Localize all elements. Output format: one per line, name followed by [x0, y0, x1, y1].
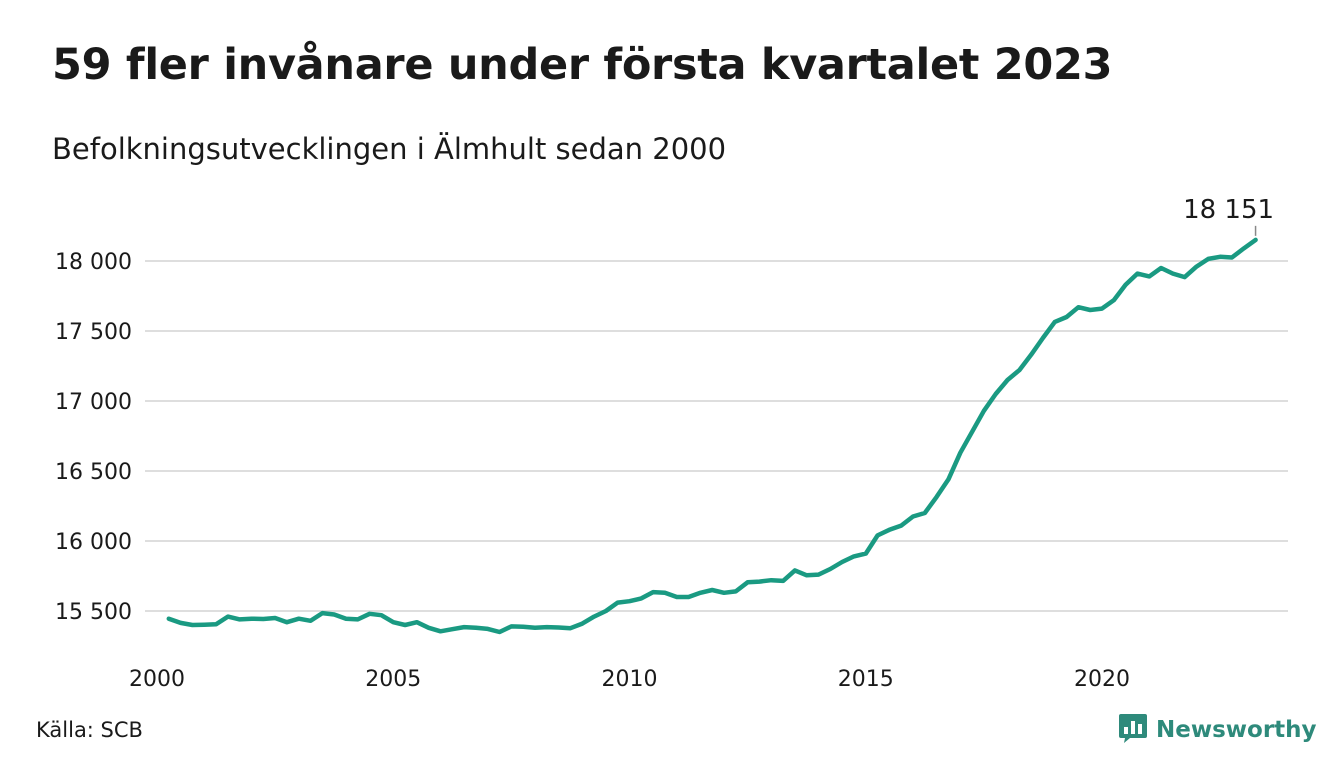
bar-chart-speech-bubble-icon	[1118, 712, 1148, 748]
y-tick-label: 16 500	[55, 460, 132, 485]
brand-name: Newsworthy	[1156, 717, 1317, 743]
grid-lines	[145, 260, 1288, 612]
x-tick-label: 2015	[838, 667, 894, 692]
x-tick-label: 2020	[1074, 667, 1130, 692]
y-tick-label: 16 000	[55, 530, 132, 555]
y-tick-label: 17 500	[55, 320, 132, 345]
y-tick-label: 18 000	[55, 250, 132, 275]
brand-logo[interactable]: Newsworthy	[1118, 712, 1317, 748]
line-chart: 15 500 16 000 16 500 17 000 17 500 18 000 200…	[55, 195, 1288, 692]
population-line	[166, 237, 1258, 635]
y-axis-ticks: 15 500 16 000 16 500 17 000 17 500 18 000	[55, 250, 132, 625]
y-tick-label: 15 500	[55, 600, 132, 625]
x-tick-label: 2000	[129, 667, 185, 692]
chart-subtitle: Befolkningsutvecklingen i Älmhult sedan …	[52, 132, 727, 166]
chart-title: 59 fler invånare under första kvartalet …	[52, 40, 1113, 90]
x-tick-label: 2010	[602, 667, 658, 692]
end-value-label: 18 151	[1183, 195, 1274, 225]
x-tick-label: 2005	[365, 667, 421, 692]
source-note: Källa: SCB	[36, 718, 143, 742]
x-axis-ticks: 2000 2005 2010 2015 2020	[129, 667, 1130, 692]
y-tick-label: 17 000	[55, 390, 132, 415]
